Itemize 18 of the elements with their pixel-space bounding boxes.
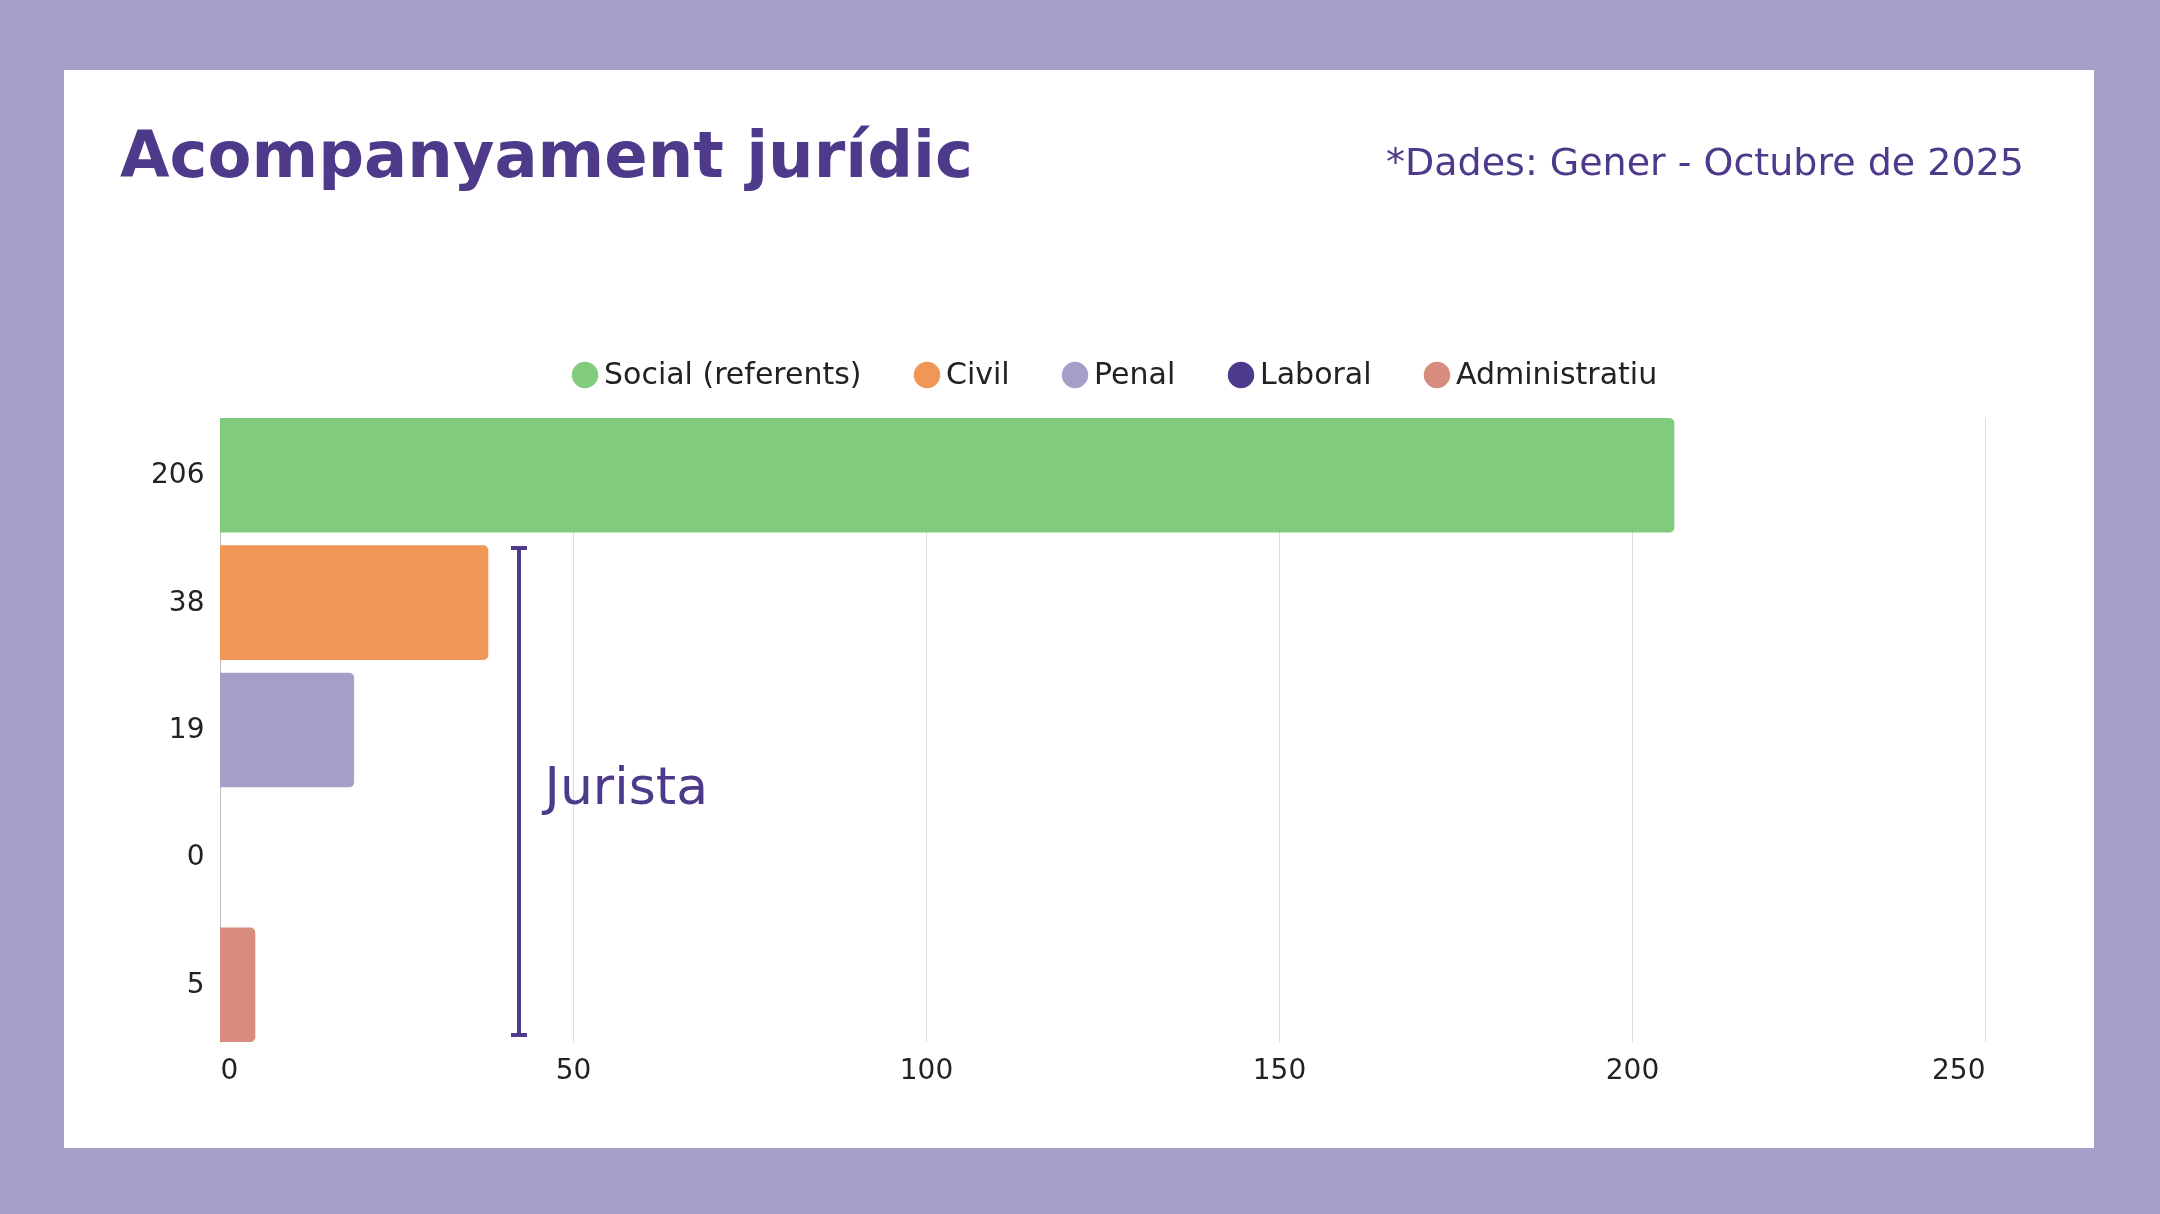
legend-label: Social (referents) bbox=[604, 356, 862, 391]
y-tick-label: 0 bbox=[186, 839, 205, 873]
x-tick-label: 200 bbox=[1605, 1052, 1660, 1086]
y-tick-label: 19 bbox=[168, 712, 205, 745]
legend-label: Civil bbox=[946, 356, 1010, 391]
y-tick-label: 206 bbox=[151, 457, 205, 491]
x-tick-label: 50 bbox=[555, 1052, 592, 1086]
x-tick-label: 250 bbox=[1932, 1052, 1986, 1086]
y-tick-label: 5 bbox=[186, 966, 205, 1000]
x-tick-label: 0 bbox=[220, 1052, 239, 1086]
legend-label: Penal bbox=[1094, 356, 1176, 391]
legend-label: Laboral bbox=[1260, 356, 1372, 391]
chart-title: Acompanyament jurídic bbox=[120, 118, 973, 192]
y-tick-label: 38 bbox=[168, 584, 205, 618]
chart-subtitle: *Dades: Gener - Octubre de 2025 bbox=[1386, 140, 2024, 184]
x-tick-label: 100 bbox=[899, 1052, 954, 1086]
legend-label: Administratiu bbox=[1456, 356, 1658, 391]
x-tick-label: 150 bbox=[1252, 1052, 1307, 1086]
